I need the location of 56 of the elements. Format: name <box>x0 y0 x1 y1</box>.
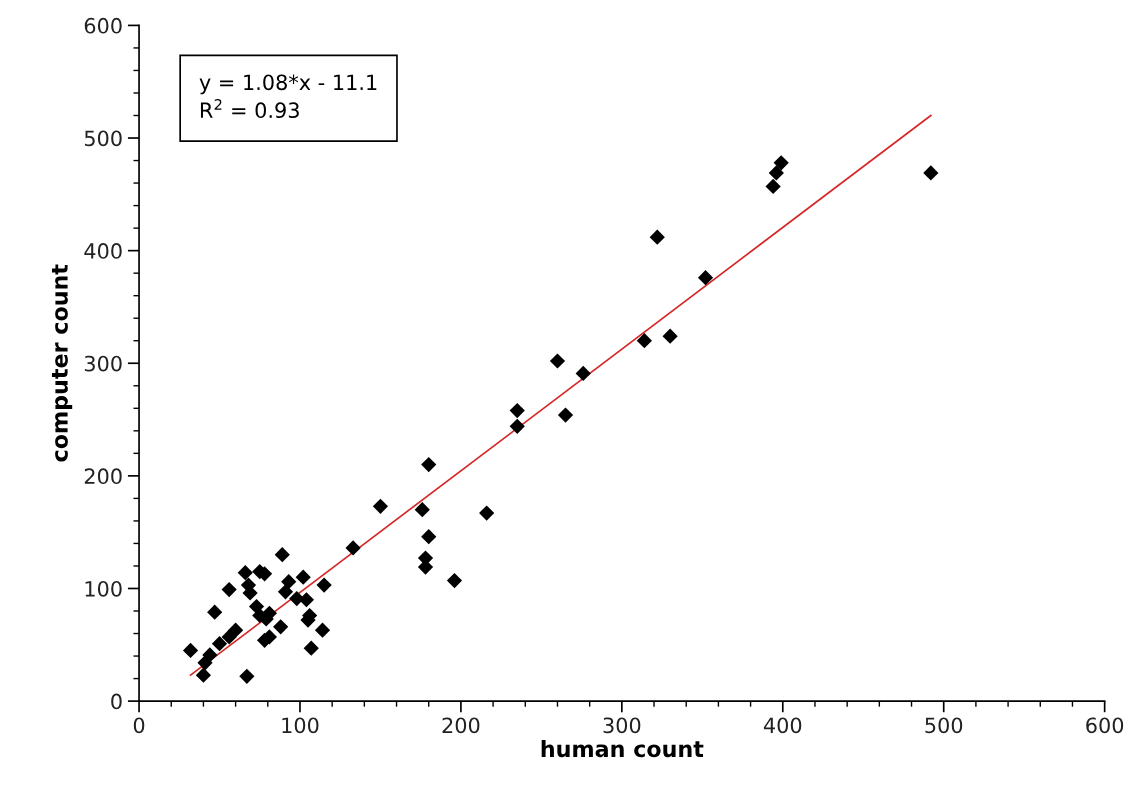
point <box>207 604 223 620</box>
point <box>421 529 437 545</box>
y-tick-label: 100 <box>85 580 122 597</box>
point <box>195 667 212 683</box>
annotation: y = 1.08*x - 11.1 <box>199 74 377 95</box>
y-axis-title: computer count <box>51 264 73 462</box>
x-axis-title: human count <box>541 740 704 758</box>
y-tick-label: 0 <box>111 693 122 710</box>
point <box>211 636 228 652</box>
point <box>314 622 331 638</box>
point <box>765 178 781 195</box>
point <box>414 502 430 518</box>
point <box>509 418 525 434</box>
point <box>421 457 437 473</box>
point <box>649 229 665 245</box>
x-tick-label: 100 <box>282 717 319 734</box>
x-tick-label: 500 <box>925 717 963 734</box>
y-tick-label: 400 <box>84 243 122 259</box>
point <box>923 165 939 181</box>
point <box>274 547 290 563</box>
point <box>237 565 253 581</box>
point <box>768 165 784 181</box>
point <box>557 407 574 423</box>
point <box>281 574 297 590</box>
y-tick-label: 200 <box>84 468 122 485</box>
point <box>221 629 237 645</box>
point <box>295 569 311 585</box>
point <box>273 619 289 635</box>
point <box>228 622 244 638</box>
point <box>479 505 495 521</box>
point <box>316 577 332 593</box>
point <box>303 640 319 656</box>
point <box>345 540 361 556</box>
point <box>773 155 789 171</box>
point <box>549 353 566 369</box>
y-tick-label: 500 <box>84 130 122 147</box>
x-tick-label: 600 <box>1086 717 1124 734</box>
x-tick-label: 0 <box>133 717 145 734</box>
point <box>446 573 463 589</box>
annotation: R$^{2}$ = 0.93 <box>200 99 299 119</box>
x-tick-label: 200 <box>442 717 480 734</box>
point <box>662 328 678 344</box>
point <box>277 584 294 600</box>
point <box>372 498 389 514</box>
point <box>197 655 213 671</box>
point <box>697 270 714 286</box>
point <box>636 333 652 349</box>
point <box>239 668 255 684</box>
point <box>575 365 591 381</box>
x-tick-label: 400 <box>763 717 802 734</box>
point <box>509 402 525 419</box>
x-tick-label: 300 <box>603 717 641 734</box>
point <box>182 642 199 659</box>
y-tick-label: 600 <box>84 17 122 34</box>
point <box>221 582 237 598</box>
y-tick-label: 300 <box>84 355 122 372</box>
